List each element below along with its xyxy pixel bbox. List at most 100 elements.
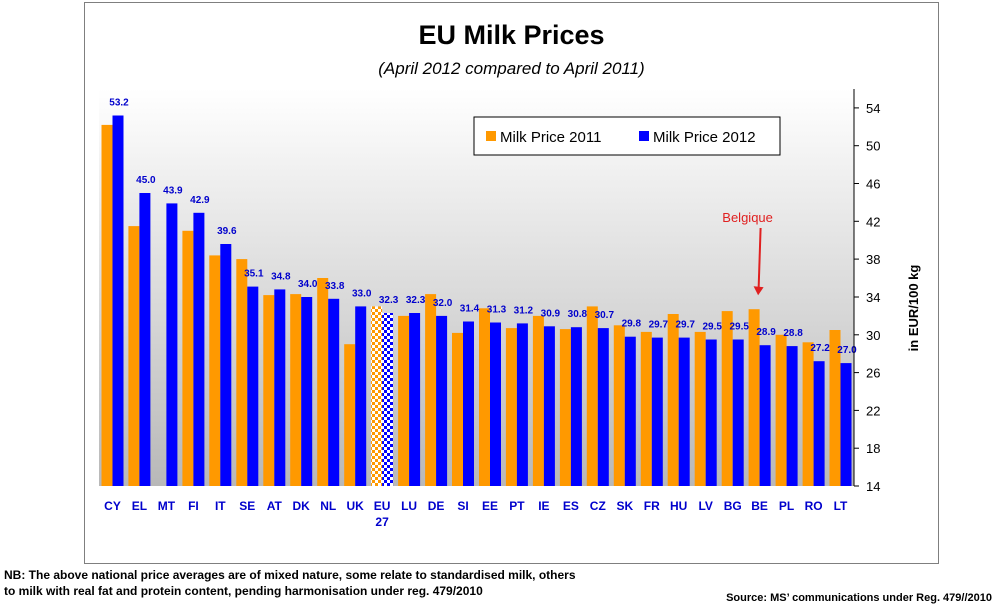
chart-title: EU Milk Prices (418, 20, 605, 50)
bar-2011-dk (290, 294, 302, 486)
bar-2012-lt (840, 363, 852, 486)
x-tick-label: EL (132, 499, 147, 513)
bar-2012-ie (543, 326, 555, 486)
bar-2011-fr (640, 331, 652, 486)
bar-2011-eu (371, 306, 383, 486)
bar-2012-fr (651, 337, 663, 486)
data-label-2012: 34.8 (271, 271, 291, 282)
x-tick-label: DE (428, 499, 445, 513)
data-label-2012: 29.5 (729, 322, 749, 333)
data-label-2012: 35.1 (244, 269, 264, 280)
bar-2011-lt (829, 330, 841, 486)
x-tick-label: CY (104, 499, 121, 513)
bar-2011-hu (667, 314, 679, 486)
bar-2011-el (128, 226, 140, 486)
bar-2011-cz (586, 306, 598, 486)
x-tick-label: BG (724, 499, 742, 513)
x-tick-label: NL (320, 499, 336, 513)
bar-2011-bg (721, 311, 733, 486)
x-tick-label: SK (616, 499, 633, 513)
bar-2012-hu (678, 337, 690, 486)
x-tick-label: MT (158, 499, 176, 513)
x-tick-label: UK (347, 499, 365, 513)
annotation-arrow (757, 227, 762, 290)
x-tick-label: FR (644, 499, 660, 513)
data-label-2012: 31.3 (487, 305, 507, 316)
bar-2012-pl (786, 346, 798, 486)
x-tick-label: FI (188, 499, 199, 513)
x-tick-label: CZ (590, 499, 606, 513)
data-label-2012: 30.9 (541, 308, 561, 319)
footnote-line-2: to milk with real fat and protein conten… (4, 584, 483, 598)
bar-2012-bg (732, 339, 744, 486)
y-tick-label: 30 (866, 328, 880, 343)
legend-swatch-2012 (639, 131, 649, 141)
bar-2012-sk (624, 336, 636, 486)
bar-2011-ie (532, 315, 544, 486)
bar-2012-pt (516, 323, 528, 486)
data-label-2012: 32.0 (433, 298, 453, 309)
bar-2012-es (570, 327, 582, 486)
bar-2011-pl (775, 334, 787, 486)
bar-2012-si (463, 321, 474, 486)
footnote: NB: The above national price averages ar… (4, 567, 576, 599)
bar-2012-el (139, 193, 151, 486)
bar-2011-sk (613, 325, 625, 486)
bar-2012-ee (490, 322, 501, 486)
data-label-2012: 29.7 (649, 320, 669, 331)
y-tick-label: 50 (866, 139, 880, 154)
x-tick-label: EE (482, 499, 498, 513)
annotation-arrowhead (753, 286, 764, 296)
data-label-2012: 34.0 (298, 279, 318, 290)
chart-subtitle: (April 2012 compared to April 2011) (378, 59, 645, 78)
x-tick-label: AT (267, 499, 283, 513)
data-label-2012: 33.8 (325, 281, 345, 292)
x-tick-label: EU (374, 499, 391, 513)
x-tick-label: PL (779, 499, 794, 513)
bar-2012-nl (328, 298, 340, 486)
bar-2012-lu (409, 313, 421, 486)
x-tick-label: SE (239, 499, 255, 513)
x-tick-label: LU (401, 499, 417, 513)
data-label-2012: 28.8 (783, 328, 803, 339)
x-tick-label: IT (215, 499, 226, 513)
data-label-2012: 39.6 (217, 226, 237, 237)
bar-2011-si (452, 332, 463, 486)
bar-2012-cz (597, 328, 609, 486)
x-tick-label: BE (751, 499, 768, 513)
data-label-2012: 27.2 (810, 343, 830, 354)
data-label-2012: 32.3 (406, 295, 426, 306)
bar-2011-lv (694, 331, 706, 486)
data-label-2012: 45.0 (136, 175, 156, 186)
y-tick-label: 38 (866, 252, 880, 267)
data-label-2012: 53.2 (109, 98, 129, 109)
bar-2011-at (263, 295, 275, 486)
data-label-2012: 30.7 (595, 310, 615, 321)
y-tick-label: 18 (866, 441, 880, 456)
bar-2011-nl (317, 278, 329, 486)
x-tick-label: LT (834, 499, 848, 513)
bar-2011-be (748, 309, 760, 486)
bar-2012-lv (705, 339, 717, 486)
data-label-2012: 29.7 (675, 320, 695, 331)
data-label-2012: 29.5 (702, 322, 722, 333)
annotation-label: Belgique (722, 210, 773, 225)
bar-2012-mt (166, 203, 178, 486)
bar-2011-ro (802, 342, 814, 486)
bar-2012-at (274, 289, 286, 486)
data-label-2012: 32.3 (379, 295, 399, 306)
legend: Milk Price 2011 Milk Price 2012 (473, 116, 781, 156)
bar-2012-cy (112, 115, 124, 486)
y-tick-label: 22 (866, 403, 880, 418)
bar-2012-dk (301, 297, 313, 486)
x-tick-label: SI (457, 499, 468, 513)
footnote-line-1: NB: The above national price averages ar… (4, 568, 576, 582)
data-label-2012: 42.9 (190, 195, 210, 206)
bar-2012-ro (813, 361, 825, 486)
x-tick-label: IE (538, 499, 549, 513)
x-tick-label: DK (293, 499, 311, 513)
data-label-2012: 33.0 (352, 288, 372, 299)
y-axis-title: in EUR/100 kg (906, 265, 921, 352)
y-tick-label: 46 (866, 177, 880, 192)
